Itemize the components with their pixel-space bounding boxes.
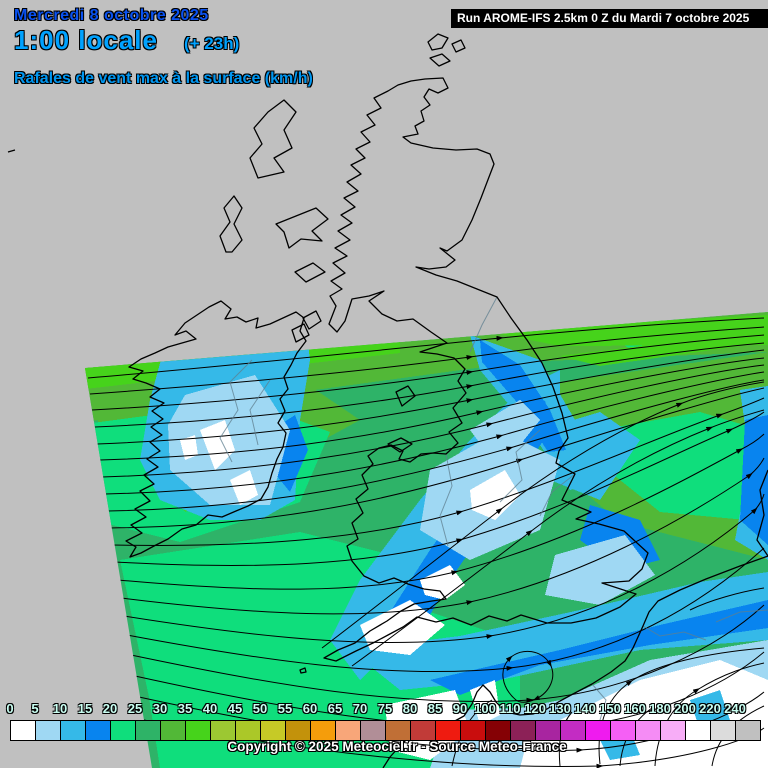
streamlines [87, 317, 765, 768]
forecast-offset-label: (+ 23h) [183, 34, 240, 53]
parameter-label: Rafales de vent max à la surface (km/h) [14, 70, 313, 87]
copyright-label: Copyright © 2025 Meteociel.fr - Source M… [227, 739, 567, 754]
valid-time-label: 1:00 locale [14, 25, 158, 55]
model-run-banner: Run AROME-IFS 2.5km 0 Z du Mardi 7 octob… [451, 9, 768, 28]
inland-boundaries [219, 296, 768, 721]
map-header: Mercredi 8 octobre 2025 1:00 locale (+ 23… [14, 7, 239, 55]
valid-date-label: Mercredi 8 octobre 2025 [14, 7, 209, 24]
